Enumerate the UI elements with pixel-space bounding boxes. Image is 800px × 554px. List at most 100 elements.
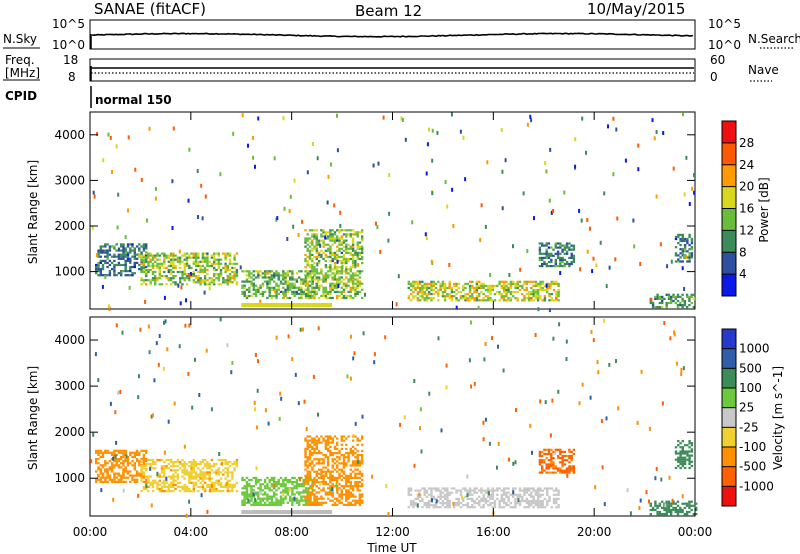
range-gate-cell bbox=[284, 274, 287, 277]
range-gate-cell bbox=[527, 291, 531, 294]
range-gate-cell bbox=[545, 465, 548, 468]
range-gate-cell bbox=[219, 458, 223, 462]
colorbar-swatch bbox=[722, 407, 736, 428]
colorbar-tick-label: 100 bbox=[739, 381, 762, 395]
range-gate-cell bbox=[111, 169, 113, 174]
range-gate-cell bbox=[534, 282, 538, 285]
range-gate-cell bbox=[151, 262, 155, 265]
range-gate-cell bbox=[555, 487, 558, 490]
range-gate-cell bbox=[133, 466, 136, 469]
range-gate-cell bbox=[538, 450, 542, 453]
range-gate-cell bbox=[176, 461, 180, 464]
range-gate-cell bbox=[338, 266, 341, 269]
range-gate-cell bbox=[222, 473, 225, 476]
range-gate-cell bbox=[308, 439, 312, 442]
range-gate-cell bbox=[241, 280, 244, 283]
range-gate-cell bbox=[156, 277, 159, 280]
colorbar-tick-label: 25 bbox=[739, 401, 754, 415]
range-gate-cell bbox=[340, 276, 343, 279]
range-gate-cell bbox=[552, 465, 555, 468]
range-gate-cell bbox=[158, 458, 161, 462]
range-gate-cell bbox=[683, 192, 686, 197]
range-gate-cell bbox=[491, 491, 494, 494]
range-gate-cell bbox=[206, 467, 209, 470]
range-gate-cell bbox=[311, 294, 314, 298]
range-gate-cell bbox=[313, 233, 316, 236]
range-gate-cell bbox=[329, 499, 332, 502]
range-gate-cell bbox=[425, 489, 429, 492]
range-gate-cell bbox=[101, 466, 105, 469]
range-gate-cell bbox=[157, 362, 160, 367]
range-gate-cell bbox=[356, 499, 359, 502]
range-gate-cell bbox=[120, 249, 123, 252]
range-gate-cell bbox=[324, 303, 327, 307]
range-gate-cell bbox=[97, 449, 100, 452]
range-gate-cell bbox=[151, 266, 155, 269]
range-gate-cell bbox=[523, 506, 526, 509]
range-gate-cell bbox=[172, 277, 175, 280]
range-gate-cell bbox=[507, 504, 510, 507]
range-gate-cell bbox=[466, 293, 469, 296]
range-gate-cell bbox=[192, 252, 195, 255]
range-gate-cell bbox=[688, 244, 691, 247]
range-gate-cell bbox=[140, 477, 143, 480]
range-gate-cell bbox=[441, 502, 445, 505]
range-gate-cell bbox=[151, 277, 155, 280]
range-gate-cell bbox=[462, 499, 465, 503]
range-gate-cell bbox=[470, 320, 472, 325]
range-gate-cell bbox=[315, 491, 318, 494]
range-gate-cell bbox=[446, 502, 449, 505]
range-gate-cell bbox=[228, 465, 232, 468]
range-gate-cell bbox=[286, 303, 290, 307]
range-gate-cell bbox=[228, 258, 232, 261]
range-gate-cell bbox=[419, 291, 422, 294]
range-gate-cell bbox=[95, 451, 98, 454]
range-gate-cell bbox=[345, 247, 348, 250]
range-gate-cell bbox=[416, 493, 420, 496]
range-gate-cell bbox=[507, 282, 510, 285]
range-gate-cell bbox=[308, 462, 312, 465]
range-gate-cell bbox=[557, 506, 560, 509]
range-gate-cell bbox=[120, 474, 123, 477]
range-gate-cell bbox=[179, 266, 182, 269]
range-gate-cell bbox=[488, 441, 491, 446]
range-gate-cell bbox=[581, 382, 584, 387]
range-gate-cell bbox=[547, 452, 551, 456]
range-gate-cell bbox=[443, 487, 447, 490]
range-gate-cell bbox=[329, 260, 332, 263]
range-gate-cell bbox=[291, 503, 294, 506]
range-gate-cell bbox=[550, 461, 553, 464]
range-gate-cell bbox=[322, 481, 325, 484]
range-gate-cell bbox=[658, 295, 662, 298]
range-gate-cell bbox=[250, 503, 253, 506]
range-gate-cell bbox=[522, 191, 525, 196]
range-gate-cell bbox=[226, 483, 229, 486]
range-gate-cell bbox=[692, 306, 696, 309]
range-gate-cell bbox=[407, 286, 410, 290]
range-gate-cell bbox=[284, 278, 287, 281]
colorbar-tick-label: 8 bbox=[739, 245, 747, 259]
range-gate-cell bbox=[414, 504, 417, 507]
range-gate-cell bbox=[135, 474, 139, 477]
range-gate-cell bbox=[224, 485, 227, 488]
range-gate-cell bbox=[548, 295, 551, 298]
range-gate-cell bbox=[333, 253, 337, 256]
range-gate-cell bbox=[253, 400, 256, 405]
range-gate-cell bbox=[275, 272, 278, 275]
range-gate-cell bbox=[428, 291, 431, 294]
range-gate-cell bbox=[317, 452, 321, 455]
range-gate-cell bbox=[315, 478, 318, 482]
range-gate-cell bbox=[532, 495, 535, 498]
range-gate-cell bbox=[541, 244, 544, 247]
range-gate-cell bbox=[674, 458, 678, 461]
range-gate-cell bbox=[138, 374, 140, 379]
range-gate-cell bbox=[491, 286, 494, 290]
range-gate-cell bbox=[279, 274, 283, 277]
range-gate-cell bbox=[342, 278, 346, 281]
colorbar-tick-label: -100 bbox=[739, 440, 766, 454]
range-gate-cell bbox=[176, 485, 180, 488]
range-gate-cell bbox=[156, 258, 159, 261]
range-gate-cell bbox=[519, 267, 522, 272]
range-gate-cell bbox=[97, 255, 100, 258]
colorbar-tick-label: 12 bbox=[739, 223, 754, 237]
